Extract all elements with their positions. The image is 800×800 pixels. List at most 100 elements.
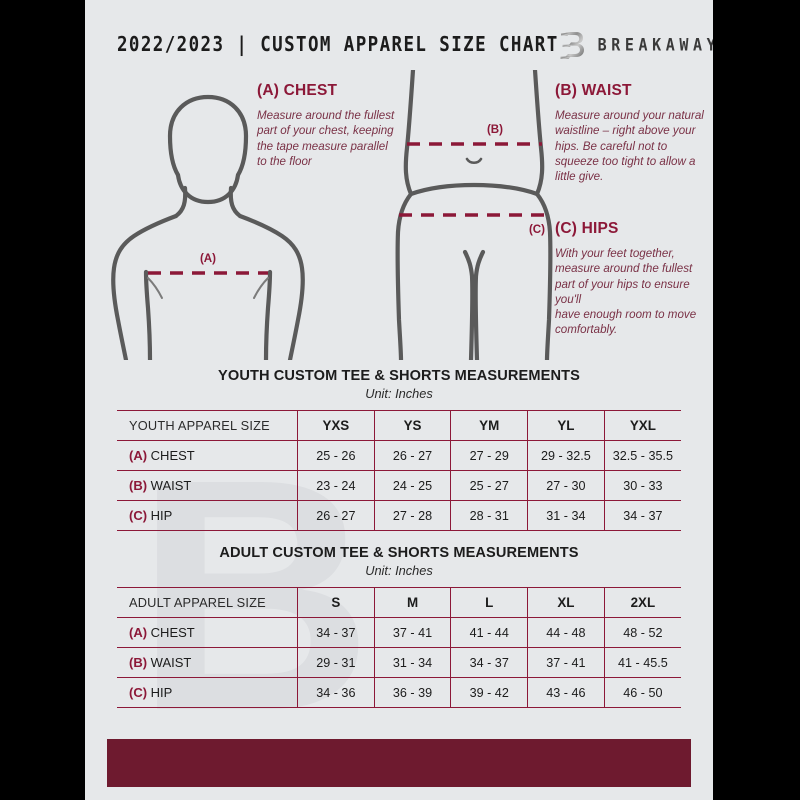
youth-size-yxl: YXL: [603, 410, 681, 441]
hips-description-block: (C) HIPS With your feet together, measur…: [555, 220, 705, 338]
cell: 34 - 36: [297, 677, 375, 708]
adult-size-2xl: 2XL: [603, 587, 681, 618]
brand-lockup: BREAKAWAY: [559, 29, 713, 61]
cell: 48 - 52: [603, 617, 681, 648]
cell: 37 - 41: [527, 647, 605, 678]
row-name: HIP: [150, 685, 173, 700]
table-row: (C) HIP 34 - 36 36 - 39 39 - 42 43 - 46 …: [117, 677, 681, 708]
adult-row-label-chest: (A) CHEST: [117, 617, 298, 648]
brand-name: BREAKAWAY: [597, 35, 713, 55]
table-row: (C) HIP 26 - 27 27 - 28 28 - 31 31 - 34 …: [117, 500, 681, 531]
cell: 39 - 42: [450, 677, 528, 708]
youth-size-ys: YS: [373, 410, 451, 441]
waist-description-block: (B) WAIST Measure around your natural wa…: [555, 82, 705, 184]
youth-measurements-section: YOUTH CUSTOM TEE & SHORTS MEASUREMENTS U…: [85, 368, 713, 531]
row-tag: (B): [129, 478, 148, 493]
row-name: HIP: [150, 508, 173, 523]
youth-header-label: YOUTH APPAREL SIZE: [117, 410, 298, 441]
adult-header-label: ADULT APPAREL SIZE: [117, 587, 298, 618]
row-tag: (C): [129, 508, 148, 523]
table-row: (B) WAIST 23 - 24 24 - 25 25 - 27 27 - 3…: [117, 470, 681, 501]
table-row: (A) CHEST 25 - 26 26 - 27 27 - 29 29 - 3…: [117, 440, 681, 471]
row-name: CHEST: [150, 448, 195, 463]
cell: 34 - 37: [297, 617, 375, 648]
cell: 25 - 26: [297, 440, 375, 471]
cell: 34 - 37: [450, 647, 528, 678]
cell: 27 - 30: [527, 470, 605, 501]
table-header-row: ADULT APPAREL SIZE S M L XL 2XL: [117, 587, 681, 618]
cell: 34 - 37: [603, 500, 681, 531]
cell: 23 - 24: [297, 470, 375, 501]
cell: 37 - 41: [373, 617, 451, 648]
cell: 29 - 31: [297, 647, 375, 678]
adult-size-l: L: [450, 587, 528, 618]
youth-table-title: YOUTH CUSTOM TEE & SHORTS MEASUREMENTS: [218, 368, 580, 384]
table-header-row: YOUTH APPAREL SIZE YXS YS YM YL YXL: [117, 410, 681, 441]
adult-size-xl: XL: [527, 587, 605, 618]
row-tag: (A): [129, 448, 148, 463]
row-tag: (B): [129, 655, 148, 670]
chest-description-block: (A) CHEST Measure around the fullest par…: [257, 82, 397, 169]
cell: 24 - 25: [373, 470, 451, 501]
document-canvas: B 2022/2023 | CUSTOM APPAREL SIZE CHART: [85, 0, 713, 800]
adult-size-table: ADULT APPAREL SIZE S M L XL 2XL (A) CHES…: [117, 587, 681, 708]
chest-body-text: Measure around the fullest part of your …: [257, 109, 395, 168]
youth-row-label-waist: (B) WAIST: [117, 470, 298, 501]
hip-marker-label: (C): [529, 223, 545, 236]
row-name: WAIST: [150, 478, 192, 493]
row-tag: (C): [129, 685, 148, 700]
youth-row-label-chest: (A) CHEST: [117, 440, 298, 471]
cell: 32.5 - 35.5: [603, 440, 681, 471]
breakaway-b-logo-icon: [559, 29, 587, 61]
chest-heading: (A) CHEST: [257, 82, 338, 99]
navel-detail: [465, 157, 483, 165]
hips-body-text: With your feet together, measure around …: [555, 247, 697, 337]
cell: 31 - 34: [373, 647, 451, 678]
cell: 28 - 31: [450, 500, 528, 531]
cell: 26 - 27: [297, 500, 375, 531]
cell: 30 - 33: [603, 470, 681, 501]
upper-body-figure: (A): [111, 94, 305, 360]
document-header: 2022/2023 | CUSTOM APPAREL SIZE CHART: [85, 25, 713, 65]
adult-measurements-section: ADULT CUSTOM TEE & SHORTS MEASUREMENTS U…: [85, 545, 713, 708]
adult-row-label-waist: (B) WAIST: [117, 647, 298, 678]
cell: 31 - 34: [527, 500, 605, 531]
cell: 29 - 32.5: [527, 440, 605, 471]
cell: 36 - 39: [373, 677, 451, 708]
youth-row-label-hip: (C) HIP: [117, 500, 298, 531]
illustration-area: (A) (B): [85, 70, 713, 360]
youth-table-unit: Unit: Inches: [365, 386, 433, 401]
footer-bar: [107, 739, 691, 787]
cell: 44 - 48: [527, 617, 605, 648]
youth-size-table: YOUTH APPAREL SIZE YXS YS YM YL YXL (A) …: [117, 410, 681, 531]
cell: 41 - 44: [450, 617, 528, 648]
cell: 46 - 50: [603, 677, 681, 708]
waist-heading: (B) WAIST: [555, 82, 632, 99]
cell: 27 - 28: [373, 500, 451, 531]
page-title: 2022/2023 | CUSTOM APPAREL SIZE CHART: [117, 33, 559, 57]
youth-size-yl: YL: [527, 410, 605, 441]
row-tag: (A): [129, 625, 148, 640]
adult-size-m: M: [373, 587, 451, 618]
waist-marker-label: (B): [487, 123, 503, 136]
adult-row-label-hip: (C) HIP: [117, 677, 298, 708]
chest-marker-label: (A): [200, 252, 216, 265]
hips-heading: (C) HIPS: [555, 220, 619, 237]
youth-size-ym: YM: [450, 410, 528, 441]
table-row: (B) WAIST 29 - 31 31 - 34 34 - 37 37 - 4…: [117, 647, 681, 678]
cell: 26 - 27: [373, 440, 451, 471]
adult-table-unit: Unit: Inches: [365, 563, 433, 578]
lower-body-figure: (B) (C): [395, 70, 553, 360]
youth-size-yxs: YXS: [297, 410, 375, 441]
table-row: (A) CHEST 34 - 37 37 - 41 41 - 44 44 - 4…: [117, 617, 681, 648]
row-name: CHEST: [150, 625, 195, 640]
cell: 43 - 46: [527, 677, 605, 708]
adult-size-s: S: [297, 587, 375, 618]
cell: 25 - 27: [450, 470, 528, 501]
cell: 41 - 45.5: [603, 647, 681, 678]
waist-body-text: Measure around your natural waistline – …: [555, 109, 704, 184]
cell: 27 - 29: [450, 440, 528, 471]
row-name: WAIST: [150, 655, 192, 670]
adult-table-title: ADULT CUSTOM TEE & SHORTS MEASUREMENTS: [219, 545, 579, 561]
